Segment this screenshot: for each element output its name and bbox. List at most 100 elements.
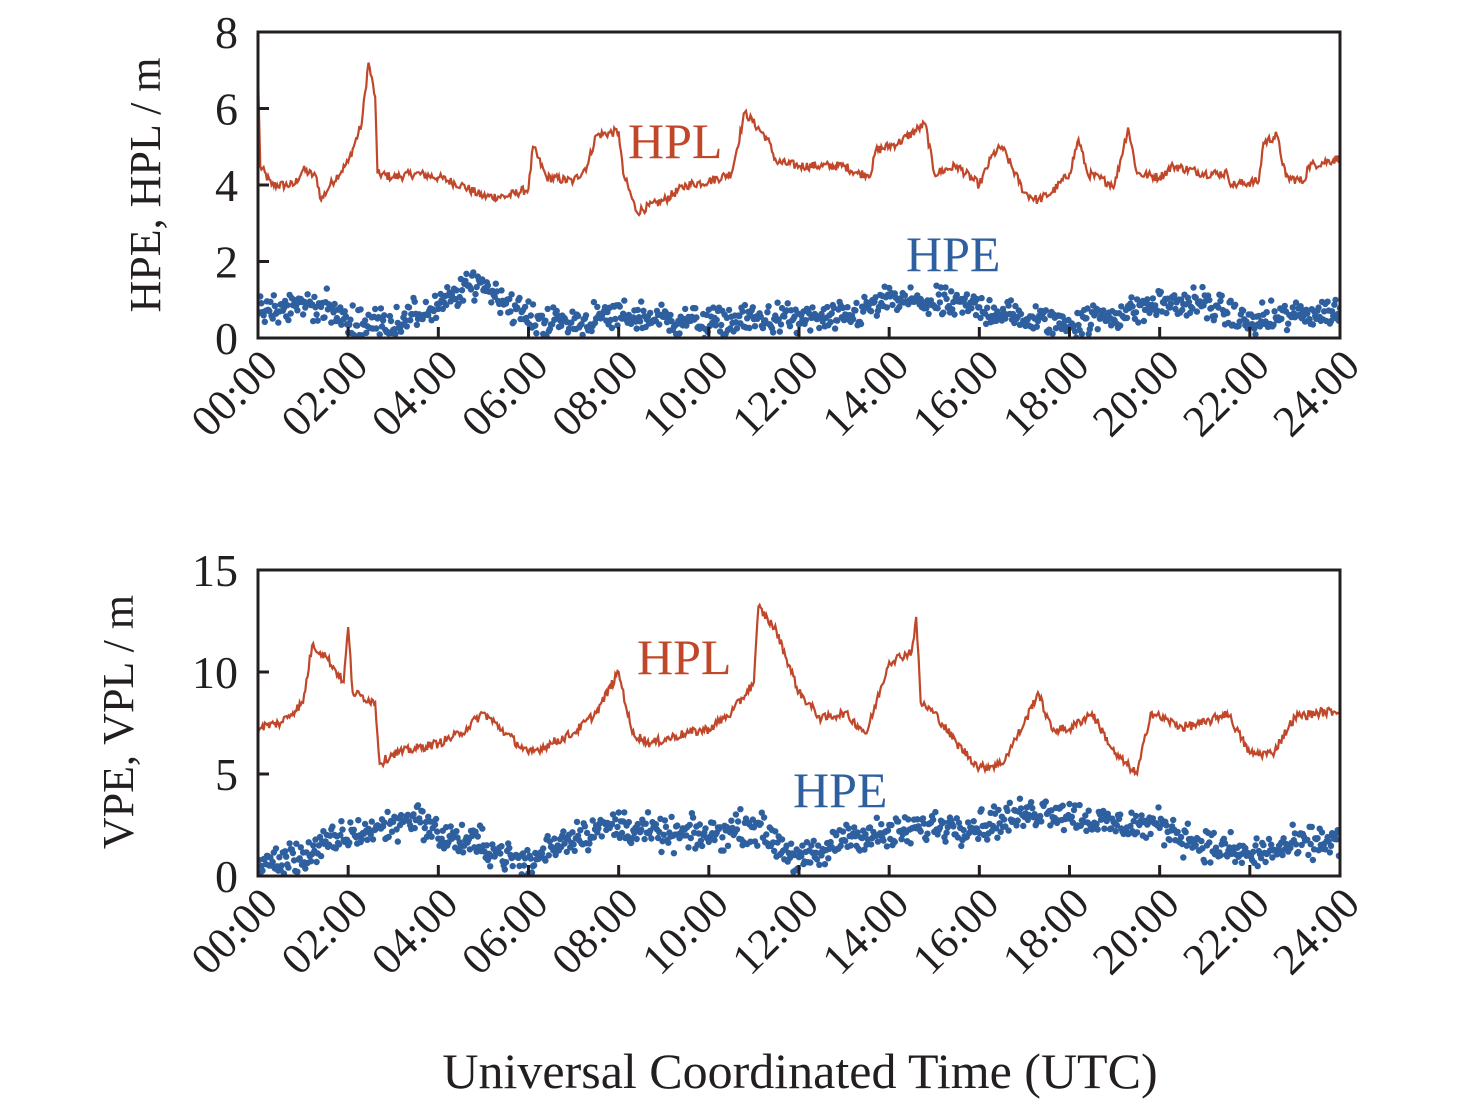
hpe-point xyxy=(757,820,764,827)
hpe-point xyxy=(1315,304,1322,311)
hpe-point xyxy=(873,814,880,821)
hpe-point xyxy=(616,303,623,310)
hpe-point xyxy=(608,324,616,332)
hpe-point xyxy=(294,868,301,875)
hpe-point xyxy=(294,307,301,314)
hpe-point xyxy=(891,838,898,846)
hpe-point xyxy=(307,858,315,865)
hpe-point xyxy=(1037,812,1044,820)
hpe-point xyxy=(331,300,338,308)
x-tick-label: 02:00 xyxy=(272,878,378,984)
hpe-point xyxy=(377,305,385,312)
hpe-point xyxy=(1007,297,1015,304)
hpe-point xyxy=(1257,854,1265,862)
hpe-point xyxy=(787,840,795,847)
hpe-point xyxy=(1192,841,1199,849)
hpe-point xyxy=(925,310,932,317)
hpe-point xyxy=(509,862,516,870)
hpe-point xyxy=(338,321,345,328)
x-tick-label: 08:00 xyxy=(542,878,648,984)
hpe-point xyxy=(349,302,356,309)
hpe-point xyxy=(1326,849,1334,856)
hpe-point xyxy=(775,316,782,323)
hpe-point xyxy=(1076,801,1083,809)
hpe-point xyxy=(1095,307,1103,314)
hpe-point xyxy=(621,297,628,304)
hpe-point xyxy=(561,840,568,847)
hpe-point xyxy=(479,825,486,832)
hpe-point xyxy=(405,304,413,311)
y-tick-label: 8 xyxy=(215,7,238,58)
hpe-point xyxy=(1211,312,1219,320)
hpe-point xyxy=(269,315,276,322)
hpe-point xyxy=(432,314,440,321)
hpe-point xyxy=(527,312,534,319)
hpe-point xyxy=(1333,836,1340,843)
hpe-point xyxy=(1161,842,1168,849)
hpe-point xyxy=(990,803,998,810)
hpe-point xyxy=(1094,326,1101,333)
hpe-point xyxy=(507,308,514,315)
hpe-point xyxy=(529,301,537,308)
hpe-point xyxy=(346,839,353,846)
hpe-point xyxy=(1265,835,1273,843)
x-axis-title: Universal Coordinated Time (UTC) xyxy=(442,1043,1157,1099)
hpe-point xyxy=(668,813,675,821)
hpe-point xyxy=(1327,842,1335,849)
hpe-point xyxy=(656,321,663,328)
hpe-point xyxy=(614,823,621,831)
hpe-point xyxy=(458,821,466,828)
hpe-point xyxy=(339,826,346,833)
hpe-point xyxy=(577,827,584,834)
hpe-point xyxy=(616,834,623,841)
hpe-point xyxy=(397,328,405,335)
hpe-point xyxy=(693,314,700,321)
hpe-point xyxy=(786,323,794,330)
hpe-point xyxy=(765,303,772,310)
x-tick-label: 02:00 xyxy=(272,340,378,446)
hpe-point xyxy=(434,828,441,835)
hpe-point xyxy=(488,299,495,306)
hpe-point xyxy=(828,310,835,317)
hpe-point xyxy=(431,292,439,299)
x-tick-label: 14:00 xyxy=(813,878,919,984)
hpe-point xyxy=(594,303,601,311)
hpe-point xyxy=(1170,816,1177,824)
hpe-point xyxy=(435,305,442,313)
hpe-point xyxy=(1307,840,1314,848)
hpe-point xyxy=(1087,321,1095,328)
hpe-point xyxy=(852,307,859,314)
hpe-point xyxy=(720,847,727,854)
hpe-point xyxy=(1174,828,1181,836)
hpe-point xyxy=(387,317,395,325)
bottom-panel: 05101500:0002:0004:0006:0008:0010:0012:0… xyxy=(94,545,1369,984)
hpe-point xyxy=(634,306,641,314)
hpe-point xyxy=(660,831,667,838)
hpe-point xyxy=(612,315,619,323)
hpe-point xyxy=(633,325,640,332)
hpe-point xyxy=(905,816,912,823)
hpe-point xyxy=(570,841,577,848)
hpe-point xyxy=(516,294,523,302)
hpe-point xyxy=(574,312,582,320)
hpe-point xyxy=(853,299,860,307)
hpe-point xyxy=(656,828,663,836)
hpe-point xyxy=(953,291,960,299)
hpe-point xyxy=(662,823,670,830)
hpe-point xyxy=(1020,822,1027,830)
hpe-point xyxy=(959,309,966,316)
hpe-point xyxy=(647,309,654,317)
hpe-point xyxy=(1128,809,1135,816)
hpe-point xyxy=(1016,795,1024,802)
hpe-point xyxy=(774,299,781,306)
hpe-point xyxy=(329,823,336,830)
hpe-point xyxy=(1029,805,1036,812)
hpe-point xyxy=(514,304,521,311)
hpe-point xyxy=(667,311,674,319)
hpe-point xyxy=(769,329,777,336)
hpe-point xyxy=(1292,299,1300,306)
hpe-point xyxy=(1199,283,1206,291)
hpe-point xyxy=(497,309,504,317)
hpe-point xyxy=(702,825,709,832)
